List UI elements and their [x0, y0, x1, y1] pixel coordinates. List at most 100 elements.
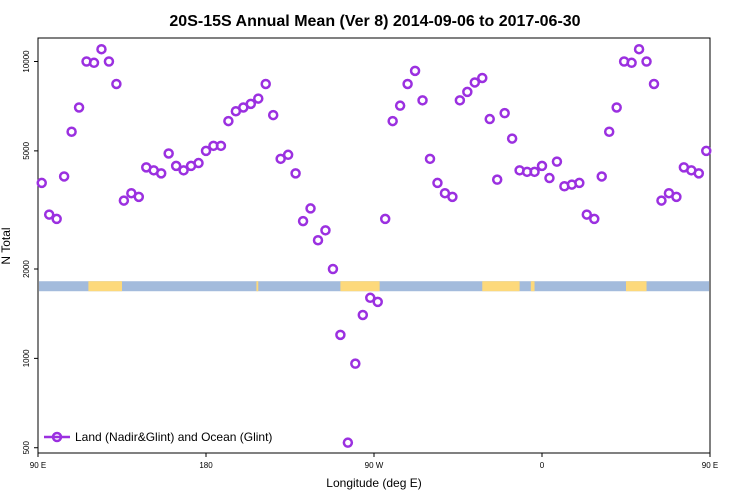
data-point	[260, 78, 271, 90]
data-point	[641, 56, 652, 67]
x-tick-label: 0	[540, 461, 545, 470]
data-point	[365, 292, 376, 304]
data-point	[178, 165, 189, 176]
data-point	[626, 57, 637, 69]
x-tick-label: 180	[199, 461, 213, 470]
data-point	[491, 174, 503, 185]
data-point	[312, 234, 324, 246]
land-band-segment	[256, 281, 259, 292]
data-point	[88, 57, 100, 69]
y-axis-label: N Total	[0, 227, 13, 264]
data-point	[357, 309, 369, 321]
data-series	[36, 43, 712, 448]
data-point	[409, 65, 421, 77]
data-point	[603, 126, 615, 137]
land-band-segment	[482, 281, 520, 292]
y-tick-label: 2000	[22, 260, 31, 278]
data-point	[671, 191, 682, 203]
data-point	[282, 149, 294, 161]
data-point	[394, 100, 406, 111]
chart-title: 20S-15S Annual Mean (Ver 8) 2014-09-06 t…	[169, 13, 580, 30]
data-point	[633, 43, 645, 55]
data-point	[454, 95, 466, 106]
data-point	[73, 102, 85, 113]
data-point	[111, 78, 122, 90]
x-tick-label: 90 E	[702, 461, 718, 470]
data-point	[499, 107, 510, 119]
data-point	[51, 213, 62, 225]
data-point	[581, 209, 593, 220]
data-point	[462, 86, 473, 98]
surface-band	[39, 281, 709, 292]
data-point	[701, 145, 712, 157]
y-tick-label: 10000	[22, 50, 31, 73]
data-point	[544, 172, 555, 184]
legend-label: Land (Nadir&Glint) and Ocean (Glint)	[75, 430, 272, 444]
y-tick-label: 500	[22, 441, 31, 455]
data-point	[36, 177, 47, 189]
data-point	[693, 168, 705, 179]
data-point	[529, 166, 540, 178]
data-point	[305, 203, 316, 214]
data-point	[133, 191, 145, 203]
data-point	[163, 148, 174, 159]
data-point	[290, 168, 301, 179]
land-band-segment	[340, 281, 380, 292]
data-point	[372, 296, 383, 308]
data-point	[417, 95, 428, 106]
data-point	[402, 78, 413, 90]
y-tick-label: 1000	[22, 349, 31, 367]
x-axis: 90 E 180 90 W 0 90 E	[30, 453, 718, 470]
data-point	[215, 140, 227, 152]
data-point	[297, 215, 309, 227]
data-point	[387, 115, 398, 127]
data-point	[320, 225, 331, 236]
data-point	[611, 102, 622, 113]
data-point	[656, 195, 667, 206]
data-point	[223, 115, 234, 127]
x-tick-label: 90 W	[365, 461, 384, 470]
data-point	[66, 126, 77, 137]
data-point	[551, 156, 563, 167]
data-point	[469, 77, 481, 88]
data-point	[574, 177, 585, 189]
data-point	[342, 437, 354, 448]
data-point	[506, 133, 518, 144]
data-point	[327, 263, 339, 275]
data-point	[596, 171, 607, 182]
data-point	[118, 195, 130, 206]
data-point	[432, 177, 443, 189]
data-point	[96, 43, 107, 55]
legend-marker	[51, 431, 63, 443]
data-point	[335, 329, 346, 341]
data-point	[447, 191, 458, 203]
data-point	[484, 113, 495, 125]
land-band-segment	[530, 281, 535, 292]
land-band-segment	[626, 281, 647, 292]
data-point	[253, 93, 264, 104]
data-point	[477, 72, 488, 84]
data-point	[267, 109, 279, 121]
data-point	[589, 213, 600, 225]
data-point	[170, 160, 182, 172]
land-band-segment	[88, 281, 122, 292]
data-point	[350, 358, 361, 369]
y-axis: 500 1000 2000 5000 10000	[22, 50, 38, 455]
data-point	[58, 171, 70, 182]
data-point	[200, 145, 212, 157]
x-tick-label: 90 E	[30, 461, 46, 470]
plot-frame	[37, 37, 711, 454]
data-point	[193, 157, 204, 169]
data-point	[245, 98, 257, 110]
data-point	[43, 209, 55, 220]
data-point	[648, 78, 660, 90]
data-point	[379, 213, 391, 225]
y-tick-label: 5000	[22, 141, 31, 159]
data-point	[536, 160, 548, 172]
data-point	[155, 168, 167, 179]
data-point	[424, 153, 436, 165]
data-point	[275, 153, 286, 165]
x-axis-label: Longitude (deg E)	[326, 476, 421, 490]
data-point	[103, 56, 115, 67]
